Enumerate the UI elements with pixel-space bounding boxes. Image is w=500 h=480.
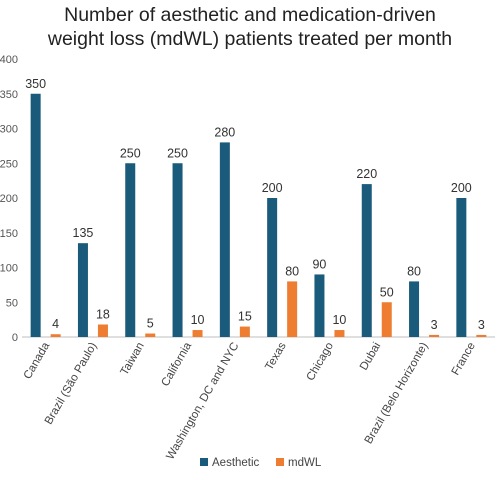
bar-mdwl <box>239 326 250 337</box>
chart-title-line-1: Number of aesthetic and medication-drive… <box>64 4 436 26</box>
y-tick-label: 0 <box>12 332 18 344</box>
data-label-mdwl: 10 <box>332 313 346 327</box>
bar-aesthetic <box>125 163 136 337</box>
y-tick-label: 300 <box>0 124 18 136</box>
bar-mdwl <box>145 333 156 337</box>
data-label-aesthetic: 200 <box>262 181 283 195</box>
bar-aesthetic <box>30 93 41 337</box>
bar-aesthetic <box>456 198 467 337</box>
legend-label-aesthetic: Aesthetic <box>212 457 260 469</box>
bar-mdwl <box>192 330 203 337</box>
y-tick-label: 400 <box>0 54 18 66</box>
data-label-mdwl: 15 <box>238 310 252 324</box>
bar-mdwl <box>97 324 108 337</box>
data-label-mdwl: 4 <box>52 317 59 331</box>
data-label-aesthetic: 200 <box>451 181 472 195</box>
data-label-aesthetic: 250 <box>167 146 188 160</box>
data-label-mdwl: 80 <box>285 264 299 278</box>
data-label-aesthetic: 250 <box>120 146 141 160</box>
data-label-mdwl: 10 <box>191 313 205 327</box>
data-label-mdwl: 5 <box>147 317 154 331</box>
y-tick-label: 150 <box>0 228 18 240</box>
x-tick-label: Taiwan <box>119 341 147 378</box>
bar-mdwl <box>287 281 298 337</box>
x-tick-label: Canada <box>22 340 53 381</box>
bar-mdwl <box>476 334 487 337</box>
y-tick-label: 350 <box>0 89 18 101</box>
bar-aesthetic <box>219 142 230 337</box>
bar-aesthetic <box>361 184 372 337</box>
x-tick-label: Dubai <box>358 341 383 373</box>
bar-mdwl <box>50 334 61 337</box>
data-label-mdwl: 18 <box>96 307 110 321</box>
data-label-aesthetic: 135 <box>73 226 94 240</box>
y-tick-label: 200 <box>0 193 18 205</box>
x-tick-label: Chicago <box>305 341 336 384</box>
data-label-mdwl: 3 <box>478 318 485 332</box>
bar-mdwl <box>381 302 392 337</box>
bar-aesthetic <box>314 274 325 337</box>
legend-label-mdwl: mdWL <box>288 457 322 469</box>
x-tick-label: Texas <box>263 340 289 372</box>
data-label-mdwl: 3 <box>431 318 438 332</box>
data-label-mdwl: 50 <box>380 285 394 299</box>
x-tick-label: California <box>159 340 194 389</box>
bar-mdwl <box>334 330 345 337</box>
data-label-aesthetic: 220 <box>356 167 377 181</box>
x-tick-label: France <box>450 341 478 378</box>
y-tick-label: 50 <box>6 297 18 309</box>
legend-swatch-mdwl <box>276 458 284 466</box>
y-tick-label: 250 <box>0 158 18 170</box>
bar-aesthetic <box>77 243 88 337</box>
data-label-aesthetic: 80 <box>407 264 421 278</box>
y-tick-label: 100 <box>0 263 18 275</box>
bar-aesthetic <box>409 281 420 337</box>
x-tick-label: Brazil (São Paulo) <box>43 340 100 426</box>
bar-mdwl <box>429 334 440 337</box>
data-label-aesthetic: 280 <box>214 125 235 139</box>
bar-aesthetic <box>172 163 183 337</box>
data-label-aesthetic: 350 <box>25 77 46 91</box>
data-label-aesthetic: 90 <box>312 257 326 271</box>
bar-aesthetic <box>267 198 278 337</box>
chart-title-line-2: weight loss (mdWL) patients treated per … <box>47 28 453 50</box>
legend-swatch-aesthetic <box>200 458 208 466</box>
